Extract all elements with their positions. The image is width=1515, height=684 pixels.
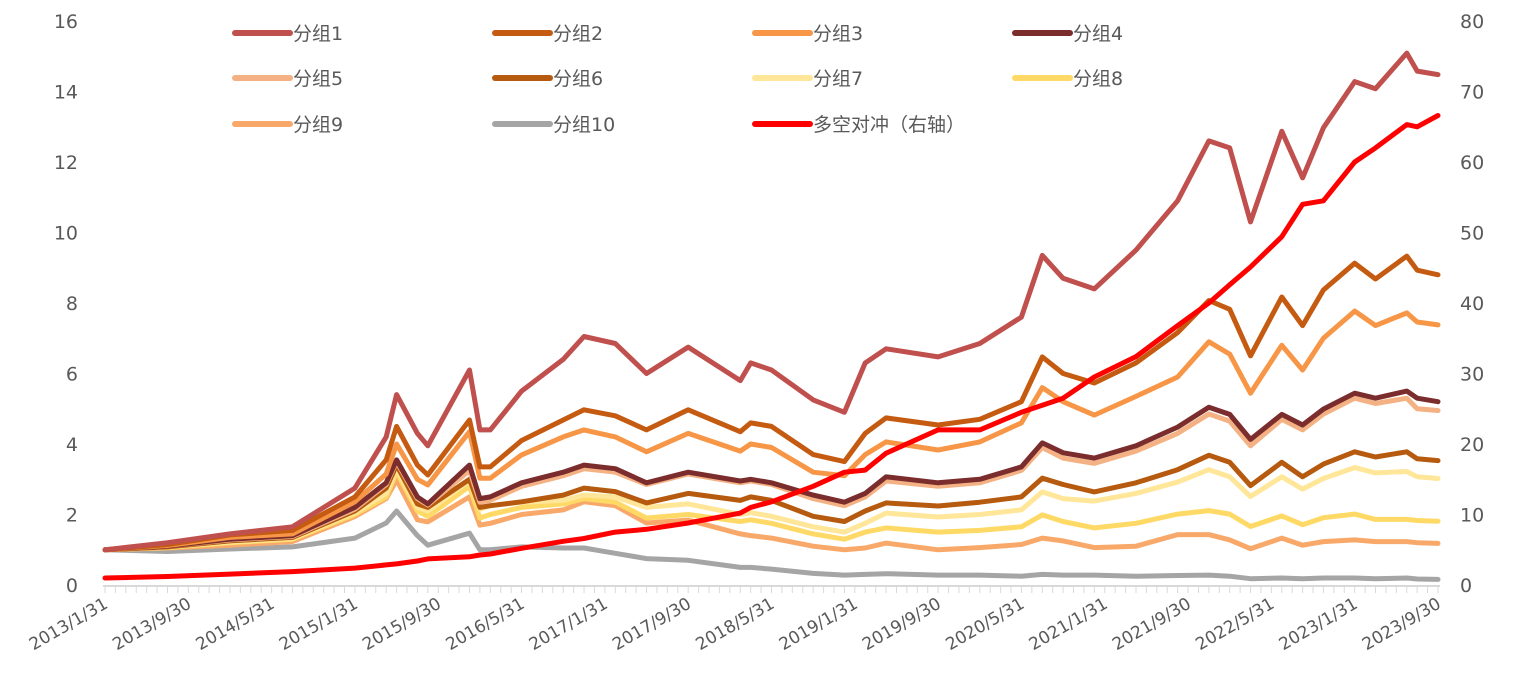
y2-axis-tick-label: 70	[1460, 82, 1484, 104]
x-axis-tick-label: 2018/5/31	[693, 594, 778, 655]
y2-axis-tick-label: 60	[1460, 152, 1484, 174]
legend-label: 分组5	[293, 68, 343, 90]
series-line-8	[102, 469, 1441, 553]
legend-label: 分组7	[813, 68, 863, 90]
series-line-1	[102, 50, 1441, 553]
x-axis-tick-label: 2013/1/31	[26, 594, 111, 655]
series-line-4	[102, 388, 1441, 553]
legend-item: 多空对冲（右轴）	[752, 114, 965, 136]
legend-label: 多空对冲（右轴）	[813, 114, 965, 136]
x-axis-tick-label: 2017/1/31	[526, 594, 611, 655]
legend-label: 分组10	[553, 114, 615, 136]
y2-axis-tick-label: 30	[1460, 364, 1484, 386]
legend-label: 分组8	[1073, 68, 1123, 90]
x-axis-tick-label: 2021/1/31	[1026, 594, 1111, 655]
y-axis-tick-label: 8	[66, 293, 78, 315]
legend-item: 分组7	[752, 68, 863, 90]
legend-item: 分组6	[492, 68, 603, 90]
y2-axis-tick-label: 50	[1460, 223, 1484, 245]
y-axis-tick-label: 4	[66, 434, 78, 456]
y-axis-tick-label: 6	[66, 364, 78, 386]
x-axis-tick-label: 2020/5/31	[942, 594, 1027, 655]
x-axis-tick-label: 2023/1/31	[1276, 594, 1361, 655]
legend-item: 分组2	[492, 23, 603, 45]
series-line-10	[102, 508, 1441, 582]
legend-label: 分组4	[1073, 23, 1123, 45]
legend-item: 分组4	[1012, 23, 1123, 45]
legend-item: 分组8	[1012, 68, 1123, 90]
legend-label: 分组1	[293, 23, 343, 45]
series-line-11	[102, 113, 1441, 581]
x-axis-tick-label: 2019/1/31	[776, 594, 861, 655]
legend: 分组1 分组2 分组3 分组4 分组5 分组6 分组7 分组8 分组9 分组10 多空对冲（右轴）	[232, 23, 1123, 136]
y-axis-tick-label: 14	[54, 82, 78, 104]
x-axis-tick-label: 2023/9/30	[1359, 594, 1444, 655]
legend-label: 分组6	[553, 68, 603, 90]
y-axis-tick-label: 2	[66, 505, 78, 527]
legend-item: 分组5	[232, 68, 343, 90]
legend-item: 分组3	[752, 23, 863, 45]
y-axis-tick-label: 10	[54, 223, 78, 245]
x-axis-tick-label: 2014/5/31	[193, 594, 278, 655]
legend-item: 分组1	[232, 23, 343, 45]
legend-label: 分组9	[293, 114, 343, 136]
y2-axis-tick-label: 40	[1460, 293, 1484, 315]
x-axis-tick-label: 2013/9/30	[109, 594, 194, 655]
series-line-6	[102, 449, 1441, 553]
y2-axis-tick-label: 80	[1460, 11, 1484, 33]
series-line-9	[102, 477, 1441, 553]
legend-label: 分组2	[553, 23, 603, 45]
legend-label: 分组3	[813, 23, 863, 45]
x-axis-tick-label: 2017/9/30	[609, 594, 694, 655]
y-axis-tick-label: 12	[54, 152, 78, 174]
legend-item: 分组10	[492, 114, 615, 136]
x-axis-tick-label: 2019/9/30	[859, 594, 944, 655]
series-line-3	[102, 308, 1441, 553]
series-line-2	[102, 253, 1441, 553]
y-axis-tick-label: 16	[54, 11, 78, 33]
series-line-7	[102, 465, 1441, 553]
x-axis-tick-label: 2015/1/31	[276, 594, 361, 655]
y2-axis-tick-label: 20	[1460, 434, 1484, 456]
y-axis-tick-label: 0	[66, 575, 78, 597]
x-axis-tick-label: 2022/5/31	[1192, 594, 1277, 655]
x-axis-tick-label: 2021/9/30	[1109, 594, 1194, 655]
y2-axis-tick-label: 0	[1460, 575, 1472, 597]
x-axis-tick-label: 2016/5/31	[443, 594, 528, 655]
series-lines	[102, 50, 1441, 582]
legend-item: 分组9	[232, 114, 343, 136]
y2-axis-tick-label: 10	[1460, 505, 1484, 527]
x-axis-tick-label: 2015/9/30	[359, 594, 444, 655]
